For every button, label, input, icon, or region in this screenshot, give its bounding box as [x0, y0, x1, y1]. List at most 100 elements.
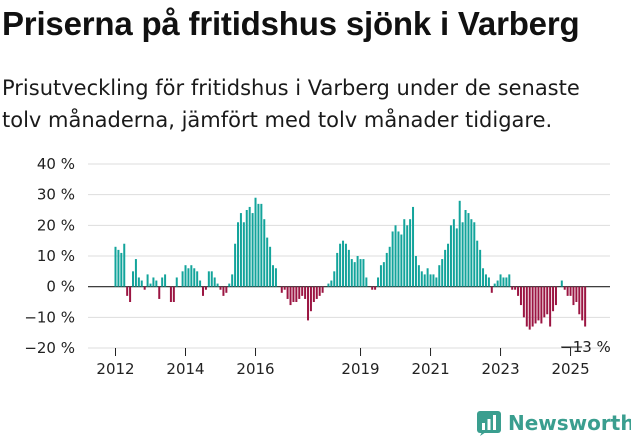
- bar: [190, 265, 193, 287]
- bar: [435, 277, 438, 287]
- bar: [129, 286, 132, 302]
- bar: [423, 274, 426, 287]
- bar: [397, 231, 400, 287]
- bar: [409, 219, 412, 287]
- bar: [204, 286, 207, 290]
- y-tick-label: −10 %: [24, 308, 75, 326]
- bar: [406, 225, 409, 287]
- bar: [175, 277, 178, 287]
- bar: [385, 252, 388, 287]
- bar: [295, 286, 298, 302]
- bar: [140, 280, 143, 287]
- bar: [187, 268, 190, 287]
- bars: [114, 197, 587, 330]
- bar: [444, 249, 447, 287]
- bar: [502, 277, 505, 287]
- bar: [134, 259, 137, 287]
- bar: [505, 277, 508, 287]
- bar: [143, 286, 146, 290]
- bar: [540, 286, 543, 324]
- x-tick-label: 2019: [341, 360, 379, 378]
- bar: [461, 222, 464, 287]
- bar: [374, 286, 377, 290]
- bar: [569, 286, 572, 296]
- bar: [333, 271, 336, 287]
- bar: [207, 271, 210, 287]
- bar: [566, 286, 569, 296]
- bar: [286, 286, 289, 299]
- bar: [342, 240, 345, 287]
- bar: [225, 286, 228, 293]
- bar: [359, 259, 362, 287]
- bar: [441, 259, 444, 287]
- bar: [584, 286, 587, 327]
- bar: [301, 286, 304, 296]
- bar: [522, 286, 525, 318]
- y-tick-label: 20 %: [37, 216, 75, 234]
- bar: [353, 262, 356, 287]
- bar: [581, 286, 584, 321]
- bar: [289, 286, 292, 306]
- bar: [528, 286, 531, 330]
- bar: [237, 222, 240, 287]
- chart-title: Priserna på fritidshus sjönk i Varberg: [2, 5, 580, 42]
- bar: [543, 286, 546, 318]
- bar: [272, 265, 275, 287]
- y-tick-label: 10 %: [37, 247, 75, 265]
- bar: [350, 259, 353, 287]
- bar: [412, 206, 415, 287]
- bar: [336, 252, 339, 287]
- bar: [120, 252, 123, 287]
- bar: [304, 286, 307, 299]
- bar: [260, 203, 263, 287]
- bar: [196, 271, 199, 287]
- bar: [254, 197, 257, 287]
- y-tick-label: 0 %: [46, 278, 75, 296]
- bar: [161, 277, 164, 287]
- bar: [298, 286, 301, 299]
- bar: [315, 286, 318, 299]
- bar: [114, 246, 117, 287]
- bar: [554, 286, 557, 306]
- bar: [508, 274, 511, 287]
- bar: [251, 213, 254, 287]
- x-tick-label: 2012: [96, 360, 134, 378]
- bar: [158, 286, 161, 299]
- bar: [371, 286, 374, 290]
- bar: [487, 277, 490, 287]
- bar: [414, 256, 417, 287]
- bar: [184, 265, 187, 287]
- last-value-label: −13 %: [560, 338, 611, 356]
- bar: [493, 283, 496, 287]
- bar: [438, 265, 441, 287]
- chart-subtitle: Prisutveckling för fritidshus i Varberg …: [2, 76, 580, 132]
- bar: [525, 286, 528, 327]
- bar: [572, 286, 575, 306]
- bar: [464, 210, 467, 287]
- bar: [432, 274, 435, 287]
- bar: [517, 286, 520, 296]
- bar: [482, 268, 485, 287]
- bar: [563, 286, 566, 290]
- bar: [266, 237, 269, 287]
- bar: [263, 219, 266, 287]
- bar: [377, 277, 380, 287]
- bar: [382, 262, 385, 287]
- bar: [490, 286, 493, 293]
- bar: [292, 286, 295, 302]
- bar: [155, 280, 158, 287]
- bar: [193, 268, 196, 287]
- x-tick-label: 2021: [411, 360, 449, 378]
- bar: [123, 243, 126, 287]
- bar: [164, 274, 167, 287]
- bar: [356, 256, 359, 287]
- bar: [339, 243, 342, 287]
- bar: [210, 271, 213, 287]
- bar: [126, 286, 129, 296]
- bar: [309, 286, 312, 312]
- bar: [458, 200, 461, 287]
- bar: [546, 286, 549, 315]
- bar: [234, 243, 237, 287]
- bar: [330, 280, 333, 287]
- bar: [420, 271, 423, 287]
